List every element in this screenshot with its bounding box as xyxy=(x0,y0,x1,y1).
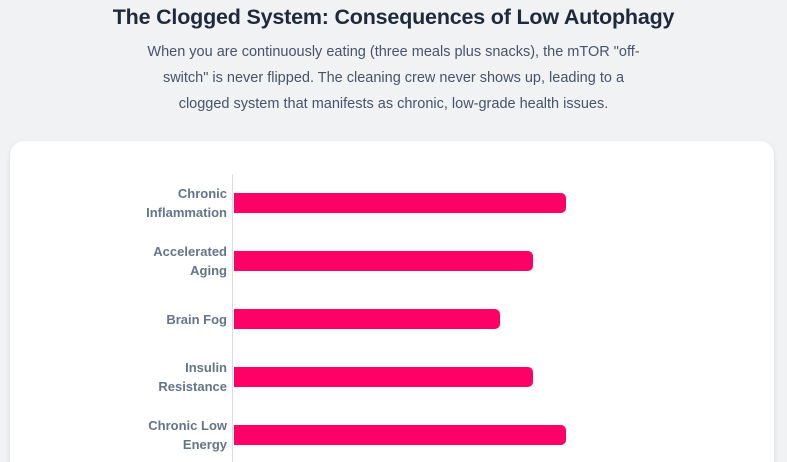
page-subtitle: When you are continuously eating (three … xyxy=(0,39,787,117)
subtitle-line: switch" is never flipped. The cleaning c… xyxy=(162,70,625,86)
category-label-chronic-low-energy: Chronic Low Energy xyxy=(148,418,227,452)
bar-brain-fog[interactable] xyxy=(234,309,500,329)
horizontal-bar-chart: Chronic Inflammation Accelerated Aging Brain… xyxy=(10,174,774,462)
y-axis-line xyxy=(232,174,233,462)
chart-card: Chronic Inflammation Accelerated Aging Brain… xyxy=(10,141,774,462)
bar-area xyxy=(227,193,774,213)
chart-row: Accelerated Aging xyxy=(10,232,774,290)
header: The Clogged System: Consequences of Low … xyxy=(0,0,787,117)
bar-area xyxy=(227,367,774,387)
category-label-accelerated-aging: Accelerated Aging xyxy=(153,244,227,278)
subtitle-line: When you are continuously eating (three … xyxy=(147,44,640,60)
bar-chronic-inflammation[interactable] xyxy=(234,193,566,213)
chart-row: Chronic Inflammation xyxy=(10,174,774,232)
chart-row: Insulin Resistance xyxy=(10,348,774,406)
bar-insulin-resistance[interactable] xyxy=(234,367,533,387)
page-title: The Clogged System: Consequences of Low … xyxy=(112,5,675,29)
chart-row: Brain Fog xyxy=(10,290,774,348)
chart-row: Chronic Low Energy xyxy=(10,406,774,462)
bar-area xyxy=(227,309,774,329)
subtitle-line: clogged system that manifests as chronic… xyxy=(178,96,609,112)
bar-area xyxy=(227,425,774,445)
category-label-brain-fog: Brain Fog xyxy=(166,311,227,327)
category-label-insulin-resistance: Insulin Resistance xyxy=(158,360,227,394)
bar-accelerated-aging[interactable] xyxy=(234,251,533,271)
category-label-chronic-inflammation: Chronic Inflammation xyxy=(146,186,227,220)
bar-chronic-low-energy[interactable] xyxy=(234,425,566,445)
bar-area xyxy=(227,251,774,271)
